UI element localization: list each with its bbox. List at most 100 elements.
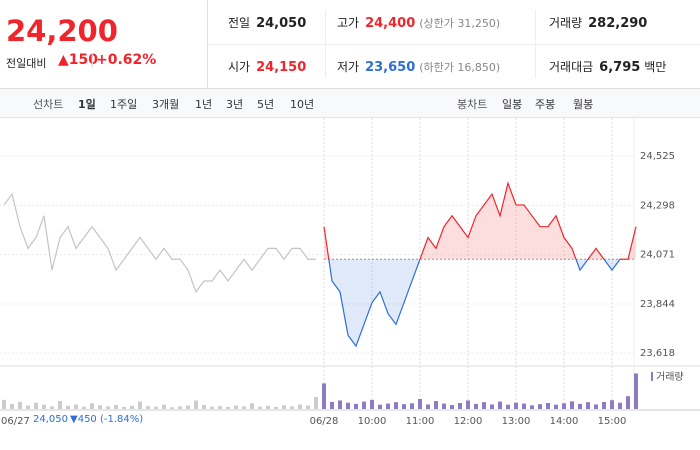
volume-bar: [170, 407, 174, 409]
tab[interactable]: 1주일: [110, 98, 138, 111]
change-rate: +0.62%: [96, 52, 157, 68]
label: 시가: [228, 60, 251, 74]
y-tick-label: 24,071: [640, 250, 675, 261]
volume-bar: [554, 404, 558, 409]
x-tick-label: 10:00: [358, 416, 387, 427]
tab[interactable]: 3년: [226, 98, 244, 111]
volume-bar: [370, 399, 374, 409]
volume-bar: [114, 405, 118, 409]
volume-bar: [442, 403, 446, 409]
volume-bar: [578, 403, 582, 409]
volume-bar: [154, 406, 158, 409]
volume-bar: [586, 402, 590, 409]
tab[interactable]: 월봉: [573, 98, 594, 111]
volume-bar: [346, 402, 350, 409]
volume-bar: [98, 405, 102, 409]
volume-bar: [186, 405, 190, 409]
volume-bar: [178, 406, 182, 409]
x-tick-label: 14:00: [550, 416, 579, 427]
volume-bar: [314, 397, 318, 409]
quote-item: 전일 24,050: [228, 14, 306, 31]
quote-item: 시가 24,150: [228, 58, 306, 75]
tab[interactable]: 10년: [290, 98, 315, 111]
change: ▲150: [58, 52, 99, 68]
label: 고가: [337, 16, 360, 30]
volume-bar: [426, 404, 430, 409]
tab[interactable]: 1일: [78, 98, 96, 111]
label: 전일: [228, 16, 251, 30]
volume-bar: [2, 399, 6, 409]
volume-bar: [562, 403, 566, 409]
tab-group-label: 봉차트: [457, 98, 488, 111]
price-line: [323, 181, 637, 348]
x-tick-label: 12:00: [454, 416, 483, 427]
volume-bar: [386, 403, 390, 409]
volume-bar: [146, 406, 150, 409]
volume-bar: [218, 406, 222, 409]
prev-close: 24,050: [33, 414, 68, 425]
note: (하한가 16,850): [419, 61, 501, 74]
value: 6,795: [599, 60, 641, 75]
volume-bar: [162, 404, 166, 409]
tab[interactable]: 3개월: [152, 98, 180, 111]
y-tick-label: 23,618: [640, 348, 675, 359]
volume-bar: [138, 401, 142, 409]
volume-bar: [298, 404, 302, 409]
volume-bar: [282, 405, 286, 409]
prev-change-value: 450: [77, 414, 97, 425]
area-fill: [324, 183, 636, 347]
divider: |: [90, 52, 95, 68]
volume-bar: [274, 407, 278, 409]
divider: [325, 10, 326, 78]
volume-bar: [402, 404, 406, 409]
volume-bar: [546, 403, 550, 409]
volume-bar: [266, 405, 270, 409]
divider: [535, 10, 536, 78]
volume-bar: [250, 403, 254, 409]
x-tick-label: 11:00: [406, 416, 435, 427]
volume-bar: [18, 401, 22, 409]
x-tick-label: 13:00: [502, 416, 531, 427]
volume-bar: [306, 405, 310, 409]
volume-bar: [570, 401, 574, 409]
volume-bar: [194, 400, 198, 409]
x-tick-label: 06/28: [310, 416, 339, 427]
quote-item: 저가 23,650 (하한가 16,850): [337, 58, 500, 75]
volume-bar: [58, 401, 62, 409]
volume-bar: [338, 400, 342, 409]
volume-bar: [82, 406, 86, 409]
volume-bar: [242, 406, 246, 409]
volume-bar: [434, 401, 438, 409]
volume-bar: [66, 405, 70, 409]
volume-bar: [290, 406, 294, 409]
unit: 백만: [644, 60, 667, 74]
volume-bar: [378, 404, 382, 409]
tab[interactable]: 일봉: [502, 98, 523, 111]
price: 24,200: [6, 14, 118, 48]
tab[interactable]: 1년: [195, 98, 213, 111]
volume-bar: [234, 405, 238, 409]
volume-bar: [330, 401, 334, 409]
y-tick-label: 24,298: [640, 200, 675, 211]
quote-item: 고가 24,400 (상한가 31,250): [337, 14, 500, 31]
quote-item: 거래량 282,290: [549, 14, 647, 31]
volume-bar: [506, 404, 510, 409]
volume-bar: [602, 401, 606, 409]
volume-bar: [90, 403, 94, 409]
volume-bar: [202, 405, 206, 409]
value: 24,400: [365, 16, 416, 31]
tab[interactable]: 주봉: [535, 98, 556, 111]
prev-change: ▼450: [70, 414, 97, 425]
volume-bar: [74, 404, 78, 409]
y-tick-label: 24,525: [640, 151, 675, 162]
volume-bar: [122, 407, 126, 409]
price-line: [3, 192, 316, 294]
tab-group-label: 선차트: [33, 98, 64, 111]
quote-item: 거래대금 6,795 백만: [549, 58, 666, 75]
prev-rate: (-1.84%): [100, 414, 144, 425]
change-label: 전일대비: [6, 57, 47, 70]
tab[interactable]: 5년: [257, 98, 275, 111]
volume-bar: [410, 403, 414, 409]
